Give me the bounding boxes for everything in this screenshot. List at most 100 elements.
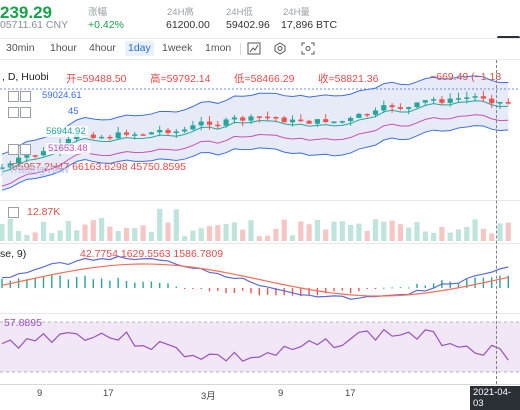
- volume-bar: [74, 230, 80, 241]
- volume-bar: [406, 227, 412, 241]
- macd-histogram-bar: [383, 287, 385, 289]
- candle-body: [431, 99, 437, 101]
- macd-histogram-bar: [300, 288, 302, 297]
- ma-values: 55957.2H47 66163.6298 45750.8595: [12, 161, 186, 173]
- chart-toolbar: 30min 1hour 4hour 1day 1week 1mon: [0, 38, 520, 60]
- candle-body: [381, 105, 387, 111]
- volume-panel[interactable]: 12.87K: [0, 201, 520, 241]
- chart-type-icon[interactable]: [247, 42, 261, 55]
- candle-body: [182, 129, 188, 132]
- candle-body: [265, 116, 271, 119]
- candle-body: [107, 136, 113, 139]
- candle-body: [414, 102, 420, 108]
- macd-label: se, 9): [0, 248, 27, 260]
- macd-values: 42.7754 1629.5563 1586.7809: [80, 248, 224, 260]
- timeframe-1week[interactable]: 1week: [162, 42, 193, 54]
- timeframe-1mon[interactable]: 1mon: [205, 42, 232, 54]
- bollinger-lower-line: [1, 125, 509, 191]
- macd-histogram-bar: [258, 288, 260, 296]
- candle-body: [439, 99, 445, 103]
- candle-body: [173, 131, 179, 134]
- candle-body: [16, 157, 22, 164]
- volume-bar: [24, 234, 30, 241]
- candle-body: [331, 121, 337, 124]
- candle-body: [298, 119, 304, 122]
- boll-mid-value: 56944.92: [44, 126, 88, 137]
- volume-bar: [289, 235, 296, 241]
- candle-body: [157, 129, 163, 133]
- candle-body: [190, 125, 196, 130]
- ma-line-green: [1, 100, 509, 173]
- candle-body: [314, 119, 320, 124]
- volume-bar: [331, 221, 337, 241]
- candle-body: [215, 124, 221, 127]
- candle-body: [223, 119, 229, 126]
- macd-histogram-bar: [92, 279, 94, 288]
- macd-histogram-bar: [183, 288, 186, 289]
- indicator-settings[interactable]: [20, 91, 31, 102]
- close-value: 收=58821.36: [318, 73, 379, 85]
- macd-histogram-bar: [59, 275, 61, 288]
- indicator-settings[interactable]: [8, 207, 19, 218]
- volume-bar: [240, 229, 246, 241]
- timeframe-4hour[interactable]: 4hour: [89, 42, 116, 54]
- indicator-toggle[interactable]: [8, 91, 19, 102]
- rsi-line: [1, 328, 509, 362]
- indicator-toggle[interactable]: [8, 107, 19, 118]
- price-panel[interactable]: , D, Huobi 开=59488.50 高=59792.14 低=58466…: [0, 59, 520, 199]
- volume-bar: [123, 227, 130, 241]
- macd-histogram-bar: [474, 277, 476, 288]
- macd-histogram-bar: [109, 280, 111, 288]
- indicator-toggle[interactable]: [8, 144, 19, 155]
- volume-bar: [397, 224, 403, 241]
- high-value: 高=59792.14: [150, 73, 211, 85]
- timeframe-1hour[interactable]: 1hour: [50, 42, 77, 54]
- boll-upper-value: 59024.61: [40, 90, 84, 101]
- volume-bar: [298, 221, 304, 241]
- candle-body: [422, 100, 428, 103]
- candle-body: [489, 98, 495, 104]
- indicator-settings[interactable]: [20, 144, 31, 155]
- macd-histogram-bar: [167, 283, 169, 288]
- macd-histogram-bar: [1, 278, 3, 288]
- volume-bar: [157, 208, 163, 241]
- timeframe-1day[interactable]: 1day: [125, 41, 154, 56]
- volume-bar: [497, 223, 503, 241]
- macd-histogram-bar: [333, 288, 335, 292]
- volume-bar: [49, 233, 55, 241]
- volume-bar: [447, 232, 453, 241]
- low-value: 59402.96: [226, 19, 270, 31]
- screenshot-icon[interactable]: [301, 42, 315, 55]
- volume-bar: [414, 222, 420, 241]
- volume-bar: [223, 223, 229, 241]
- candle-body: [148, 132, 154, 135]
- panel-divider: [0, 200, 520, 201]
- candle-body: [0, 167, 5, 169]
- volume-bar: [190, 230, 196, 241]
- volume-bar: [107, 226, 113, 241]
- macd-histogram-bar: [175, 286, 177, 288]
- candle-body: [99, 136, 105, 139]
- volume-bar: [16, 231, 22, 241]
- volume-bar: [206, 226, 213, 241]
- rsi-panel[interactable]: 57.8895: [0, 314, 520, 384]
- candle-body: [231, 117, 237, 120]
- candle-body: [7, 163, 13, 168]
- indicator-settings[interactable]: [20, 107, 31, 118]
- rsi-band: [0, 322, 520, 372]
- bollinger-upper-line: [1, 75, 509, 155]
- settings-icon[interactable]: [273, 42, 287, 55]
- volume-bar: [165, 222, 171, 241]
- macd-histogram-bar: [291, 288, 294, 296]
- candle-body: [206, 121, 213, 125]
- candle-body: [406, 107, 412, 109]
- volume-bar: [182, 236, 188, 241]
- macd-panel[interactable]: se, 9) 42.7754 1629.5563 1586.7809: [0, 244, 520, 312]
- low-label: 24H低: [226, 7, 253, 18]
- macd-histogram-bar: [457, 282, 460, 288]
- timeframe-30min[interactable]: 30min: [6, 42, 35, 54]
- candle-body: [24, 155, 30, 158]
- macd-histogram-bar: [84, 275, 86, 288]
- volume-bar: [198, 228, 204, 241]
- volume-bar: [132, 228, 138, 241]
